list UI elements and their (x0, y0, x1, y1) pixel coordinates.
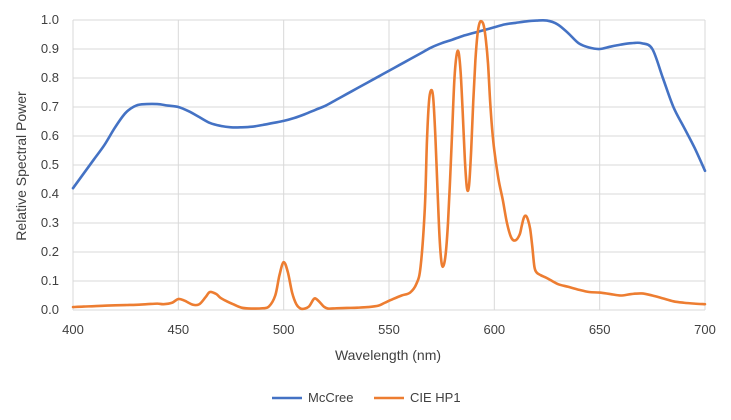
y-tick-label: 0.8 (41, 70, 59, 85)
y-tick-label: 1.0 (41, 12, 59, 27)
y-tick-label: 0.7 (41, 99, 59, 114)
series-layer (71, 18, 707, 311)
y-axis-ticks: 0.0 0.1 0.2 0.3 0.4 0.5 0.6 0.7 0.8 0.9 1.0 (41, 12, 59, 317)
x-axis-title: Wavelength (nm) (335, 347, 441, 363)
x-tick-label: 700 (694, 322, 716, 337)
x-tick-label: 550 (378, 322, 400, 337)
y-tick-label: 0.1 (41, 273, 59, 288)
y-tick-label: 0.2 (41, 244, 59, 259)
legend-label: CIE HP1 (410, 390, 461, 405)
y-tick-label: 0.3 (41, 215, 59, 230)
x-tick-label: 450 (167, 322, 189, 337)
legend-label: McCree (308, 390, 354, 405)
y-tick-label: 0.4 (41, 186, 59, 201)
y-tick-label: 0.0 (41, 302, 59, 317)
series-line-mccree (71, 18, 707, 190)
x-tick-label: 400 (62, 322, 84, 337)
x-tick-label: 600 (483, 322, 505, 337)
x-tick-label: 500 (273, 322, 295, 337)
x-tick-label: 650 (589, 322, 611, 337)
y-tick-label: 0.9 (41, 41, 59, 56)
y-axis-title: Relative Spectral Power (13, 91, 29, 241)
series-line-cie-hp1 (71, 19, 707, 311)
y-tick-label: 0.5 (41, 157, 59, 172)
x-axis-ticks: 400 450 500 550 600 650 700 (62, 322, 716, 337)
y-tick-label: 0.6 (41, 128, 59, 143)
legend: McCree CIE HP1 (272, 390, 461, 405)
grid (72, 19, 706, 311)
